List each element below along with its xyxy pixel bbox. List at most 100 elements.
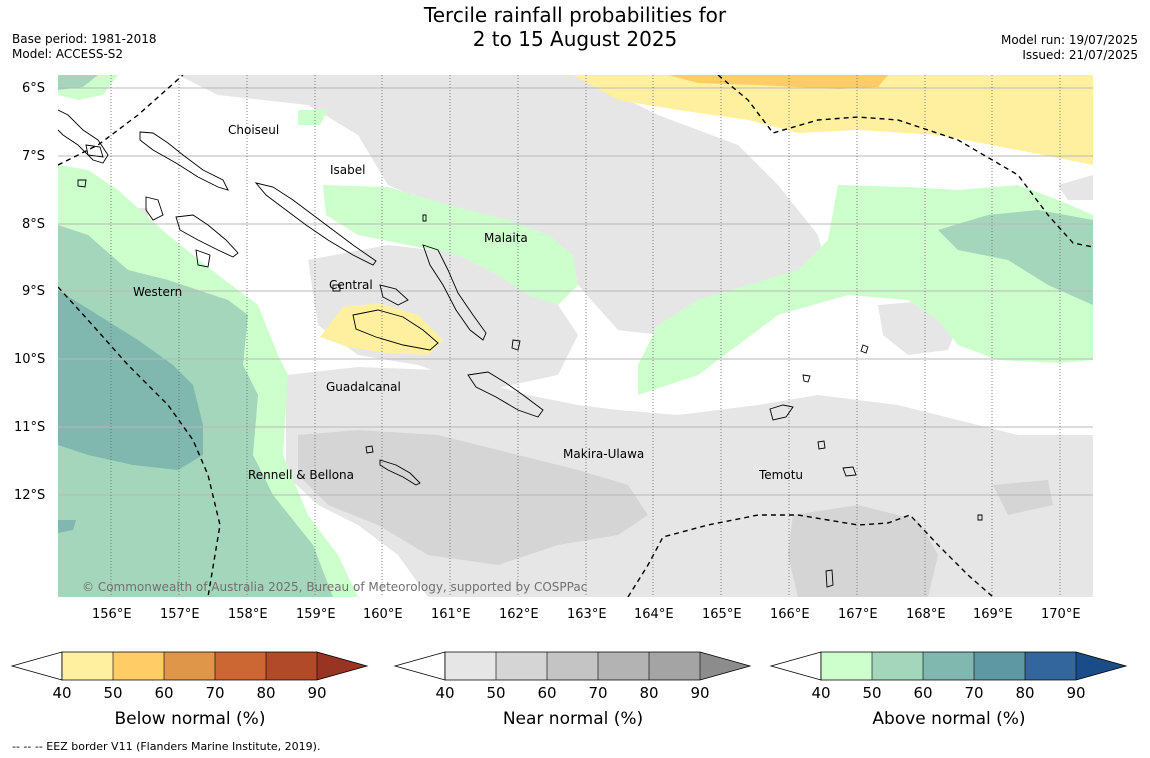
place-label-rennell-bellona: Rennell & Bellona <box>248 468 354 482</box>
cb-below-tick-60: 60 <box>154 684 174 702</box>
place-label-choiseul: Choiseul <box>228 123 279 137</box>
below-normal-region-northeast <box>573 75 1093 165</box>
lat-label-6s: 6°S <box>22 81 46 96</box>
cb-below-tick-80: 80 <box>256 684 276 702</box>
colorbar-below-label: Below normal (%) <box>114 709 266 729</box>
colorbar-near-bin-40 <box>445 652 496 680</box>
anuta-island <box>977 514 983 521</box>
russell-islands <box>332 284 341 292</box>
eez-borders <box>58 75 1093 597</box>
lon-label-165e: 165°E <box>702 607 742 622</box>
eez-border-southeast <box>627 514 994 597</box>
colorbar-near-bin-80 <box>649 652 700 680</box>
malaita-island <box>422 244 487 341</box>
place-label-temotu: Temotu <box>758 468 803 482</box>
utupua-island <box>817 440 826 450</box>
colorbar-below-bin-70 <box>215 652 266 680</box>
nendo-island <box>769 404 794 421</box>
eez-border-northeast <box>717 75 1093 248</box>
colorbar-below-bin-40 <box>62 652 113 680</box>
lon-label-166e: 166°E <box>770 607 810 622</box>
colorbar-near-label: Near normal (%) <box>502 709 644 729</box>
colorbar-above-bin-50 <box>872 652 923 680</box>
above-normal-50-east <box>938 210 1093 305</box>
below-normal-50-northeast <box>668 75 888 89</box>
cb-near-tick-90: 90 <box>690 684 710 702</box>
rennell-island <box>379 459 421 486</box>
colorbar-below-bin-50 <box>113 652 164 680</box>
rendova-island <box>195 249 211 268</box>
new-georgia-island <box>175 214 239 258</box>
bellona-island <box>365 445 374 454</box>
lon-label-160e: 160°E <box>363 607 403 622</box>
duff-islands <box>860 344 869 354</box>
lon-label-158e: 158°E <box>228 607 268 622</box>
lat-label-12s: 12°S <box>14 488 46 503</box>
base-period: Base period: 1981-2018 <box>12 32 157 46</box>
lon-label-163e: 163°E <box>567 607 607 622</box>
place-label-malaita: Malaita <box>484 231 528 245</box>
reef-islands <box>802 374 811 383</box>
lat-label-11s: 11°S <box>14 420 46 435</box>
shortland-island <box>85 144 104 158</box>
lon-label-169e: 169°E <box>973 607 1013 622</box>
guadalcanal-island <box>352 309 439 351</box>
near-normal-region-north <box>178 75 828 337</box>
colorbar-above-bin-60 <box>923 652 974 680</box>
lat-label-9s: 9°S <box>22 284 46 299</box>
colorbar-near-cap-right <box>700 652 750 680</box>
meridians <box>110 75 1061 597</box>
lon-label-156e: 156°E <box>92 607 132 622</box>
colorbar-above <box>769 651 1128 681</box>
model-name: Model: ACCESS-S2 <box>12 47 124 61</box>
colorbar-above-bin-70 <box>974 652 1025 680</box>
lat-label-8s: 8°S <box>22 217 46 232</box>
colorbar-below <box>10 651 369 681</box>
colorbar-near-cap-left <box>393 651 446 681</box>
cb-near-tick-70: 70 <box>588 684 608 702</box>
cb-above-tick-50: 50 <box>862 684 882 702</box>
colorbar-near <box>393 651 752 681</box>
vella-lavella-island <box>145 196 164 221</box>
above-normal-region-choiseul <box>298 110 328 125</box>
colorbar-above-bin-40 <box>821 652 872 680</box>
lon-label-168e: 168°E <box>906 607 946 622</box>
lon-label-164e: 164°E <box>634 607 674 622</box>
cb-near-tick-50: 50 <box>486 684 506 702</box>
lon-label-170e: 170°E <box>1041 607 1081 622</box>
ulawa-island <box>511 339 521 351</box>
colorbar-near-bin-60 <box>547 652 598 680</box>
cb-near-tick-60: 60 <box>537 684 557 702</box>
title-line-2: 2 to 15 August 2025 <box>472 27 678 51</box>
colorbar-above-cap-right <box>1076 652 1126 680</box>
lon-label-159e: 159°E <box>296 607 336 622</box>
cb-near-tick-40: 40 <box>435 684 455 702</box>
choiseul-island <box>139 131 229 191</box>
near-normal-50-south <box>298 430 648 565</box>
eez-footnote: -- -- -- EEZ border V11 (Flanders Marine… <box>12 740 321 753</box>
lat-label-7s: 7°S <box>22 149 46 164</box>
colorbar-above-bin-80 <box>1025 652 1076 680</box>
above-normal-60-west <box>58 290 203 470</box>
place-label-central: Central <box>329 278 373 292</box>
makira-island <box>467 371 544 418</box>
cb-above-tick-70: 70 <box>964 684 984 702</box>
place-label-makira-ulawa: Makira-Ulawa <box>563 447 644 461</box>
title-line-1: Tercile rainfall probabilities for <box>423 3 727 27</box>
colorbar-below-cap-left <box>10 651 63 681</box>
colorbar-above-cap-left <box>769 651 822 681</box>
place-label-guadalcanal: Guadalcanal <box>326 380 401 394</box>
colorbar-below-bin-60 <box>164 652 215 680</box>
meta-left: Base period: 1981-2018 Model: ACCESS-S2 <box>12 32 157 62</box>
place-label-western: Western <box>133 285 182 299</box>
eez-border-west <box>58 286 221 597</box>
above-normal-region-isabel <box>323 185 578 305</box>
lon-label-167e: 167°E <box>838 607 878 622</box>
lon-label-161e: 161°E <box>431 607 471 622</box>
below-normal-region-guadalcanal <box>320 303 443 355</box>
cb-above-tick-60: 60 <box>913 684 933 702</box>
model-run: Model run: 19/07/2025 <box>1000 33 1138 47</box>
lon-label-162e: 162°E <box>499 607 539 622</box>
above-normal-60-southwest <box>58 520 76 533</box>
near-normal-50-east <box>993 480 1053 515</box>
